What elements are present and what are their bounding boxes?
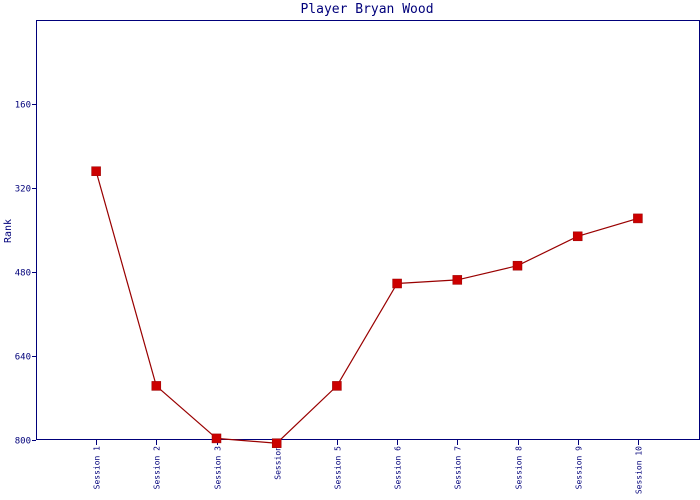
x-tick-label: Session 6 <box>394 446 403 490</box>
series-line <box>95 171 639 444</box>
data-point-marker <box>452 275 463 285</box>
x-tick-label: Session 8 <box>515 446 524 490</box>
data-point-marker <box>392 278 402 289</box>
x-axis-ticks: Session 1 Session 2 Session 3 Session Sessio… <box>93 440 644 494</box>
data-point-marker <box>211 433 222 444</box>
data-point-marker <box>151 381 162 391</box>
data-point-marker <box>332 381 342 391</box>
data-point-marker <box>512 260 523 271</box>
chart-title: Player Bryan Wood <box>300 2 433 17</box>
y-tick-label: 160 <box>15 101 31 111</box>
y-tick-label: 800 <box>15 437 31 447</box>
data-point-marker <box>91 166 101 176</box>
series-layer <box>91 166 643 448</box>
y-tick-label: 480 <box>15 269 31 279</box>
x-tick-label: Session 1 <box>93 446 102 490</box>
x-tick-label: Session 3 <box>214 446 223 490</box>
y-axis-ticks: 160 320 480 640 800 <box>15 101 36 447</box>
x-tick-label: Session 10 <box>635 446 644 494</box>
x-tick-label: Session 5 <box>334 446 343 490</box>
data-point-marker <box>633 213 643 224</box>
x-tick-label: Session 2 <box>153 446 162 490</box>
data-point-marker <box>572 231 583 242</box>
x-tick-label: Session 9 <box>575 446 584 490</box>
x-tick-label: Session 7 <box>454 446 463 490</box>
y-axis-title: Rank <box>3 219 14 243</box>
x-tick-label: Session <box>274 446 283 480</box>
y-tick-label: 320 <box>15 185 31 195</box>
y-tick-label: 640 <box>15 353 31 363</box>
data-point-marker <box>271 438 282 448</box>
